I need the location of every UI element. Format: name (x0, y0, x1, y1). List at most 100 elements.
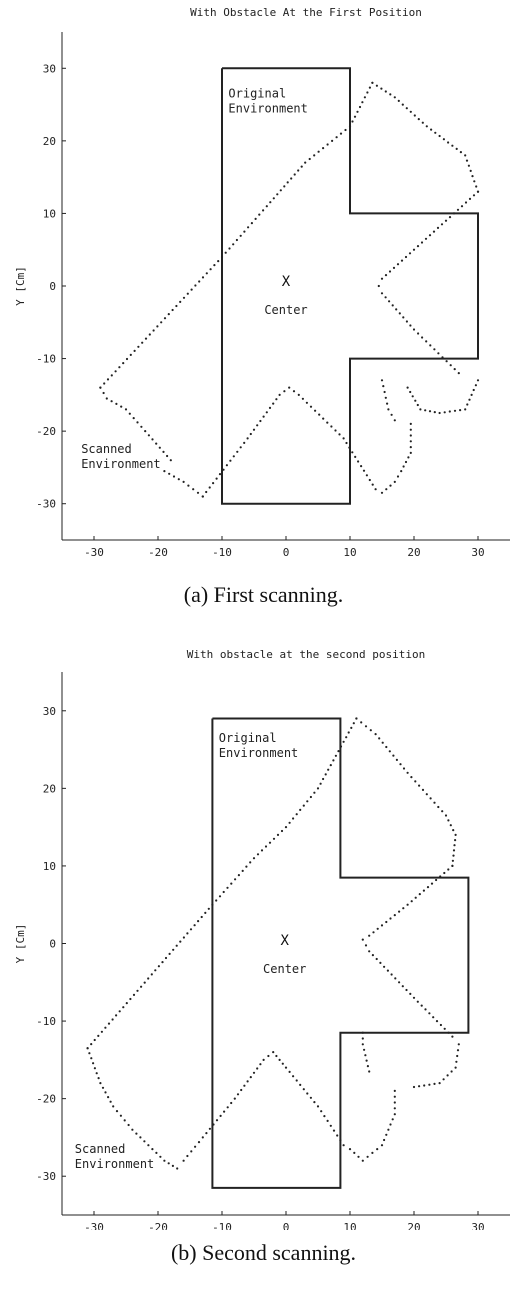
scan-point (143, 981, 146, 984)
scan-point (239, 446, 242, 449)
scan-point (176, 1167, 179, 1170)
scan-point (268, 841, 272, 844)
scan-point (256, 853, 260, 856)
scan-point (376, 1148, 379, 1151)
scan-point (211, 903, 214, 906)
scan-point (389, 917, 392, 920)
scan-point (278, 1058, 281, 1061)
scan-point (201, 1136, 204, 1139)
scan-point (391, 304, 394, 307)
scan-point (411, 395, 414, 398)
scan-point (450, 1070, 453, 1073)
scan-point (143, 1140, 146, 1143)
scan-point (259, 1063, 262, 1066)
scan-point (233, 1097, 236, 1100)
scan-point (414, 780, 417, 783)
scan-point (414, 896, 417, 899)
scan-point (249, 432, 252, 436)
scan-point (226, 886, 229, 889)
scan-point (209, 268, 212, 271)
scan-point (288, 1070, 291, 1073)
scan-point (416, 245, 420, 248)
scan-point (406, 771, 409, 774)
scan-point (105, 397, 108, 400)
scan-point (380, 491, 384, 494)
scan-point (409, 446, 412, 449)
scan-point (131, 1128, 134, 1131)
scan-point (393, 914, 396, 917)
scan-point (306, 800, 309, 803)
scan-point (168, 952, 171, 955)
scan-point (464, 154, 467, 157)
scan-point (120, 405, 123, 408)
scan-point (222, 468, 225, 471)
scan-point (366, 91, 369, 94)
scan-point (101, 1086, 105, 1089)
scan-point (186, 1154, 189, 1158)
scan-point (313, 154, 316, 157)
scan-point (128, 412, 131, 415)
scan-point (243, 441, 246, 444)
scan-point (454, 839, 457, 842)
scan-point (246, 1080, 249, 1083)
scan-point (323, 1115, 326, 1118)
scan-point (371, 1151, 374, 1154)
scan-point (301, 397, 304, 400)
scan-point (409, 422, 412, 425)
scan-point (262, 1058, 265, 1061)
scan-point (220, 255, 224, 259)
scan-point (422, 889, 425, 892)
scan-point (420, 241, 424, 244)
scan-point (369, 729, 372, 732)
scan-point (229, 459, 232, 462)
caption-second-scanning: (b) Second scanning. (170, 1240, 357, 1265)
scan-point (194, 284, 197, 287)
y-axis-label: Y [Cm] (14, 924, 27, 964)
scan-point (394, 977, 397, 980)
scan-point (104, 1026, 107, 1029)
scanned-environment-label: Scanned (81, 442, 132, 456)
scan-point (132, 993, 136, 996)
scan-point (429, 797, 432, 800)
scan-point (166, 454, 169, 458)
scan-point (361, 1159, 364, 1162)
scan-point (407, 456, 410, 459)
scan-point (252, 1071, 256, 1074)
scan-point (430, 882, 434, 885)
scan-point (147, 977, 150, 980)
scan-point (129, 353, 132, 356)
scan-point (363, 1048, 366, 1051)
x-tick-label: 30 (471, 1221, 484, 1230)
scan-point (106, 378, 110, 381)
scan-point (392, 266, 396, 269)
scan-point (280, 829, 284, 833)
scan-point (410, 776, 413, 779)
chart-first-scanning: With Obstacle At the First Position -30 -2… (14, 6, 510, 559)
scan-point (239, 234, 242, 237)
scan-point (115, 402, 118, 405)
scan-point (110, 374, 113, 377)
scan-point (409, 390, 412, 394)
scan-point (397, 99, 400, 102)
scan-point (366, 1065, 369, 1068)
scan-point (452, 849, 456, 852)
y-tick-label: 10 (43, 207, 56, 220)
scan-point (393, 1101, 396, 1104)
scan-point (433, 801, 436, 804)
scan-point (182, 1159, 185, 1162)
scan-point (107, 1096, 110, 1099)
scan-point (452, 854, 455, 857)
scan-point (433, 411, 436, 414)
scan-point (259, 419, 262, 423)
scan-point (147, 1144, 150, 1147)
scan-point (186, 932, 189, 935)
scan-point (385, 1133, 388, 1136)
scan-point (230, 882, 233, 885)
scan-point (396, 263, 400, 266)
scan-point (102, 391, 105, 395)
scan-point (249, 861, 252, 864)
scan-point (124, 408, 128, 411)
scan-point (154, 969, 157, 972)
scan-point (182, 480, 185, 483)
scan-point (252, 857, 256, 860)
